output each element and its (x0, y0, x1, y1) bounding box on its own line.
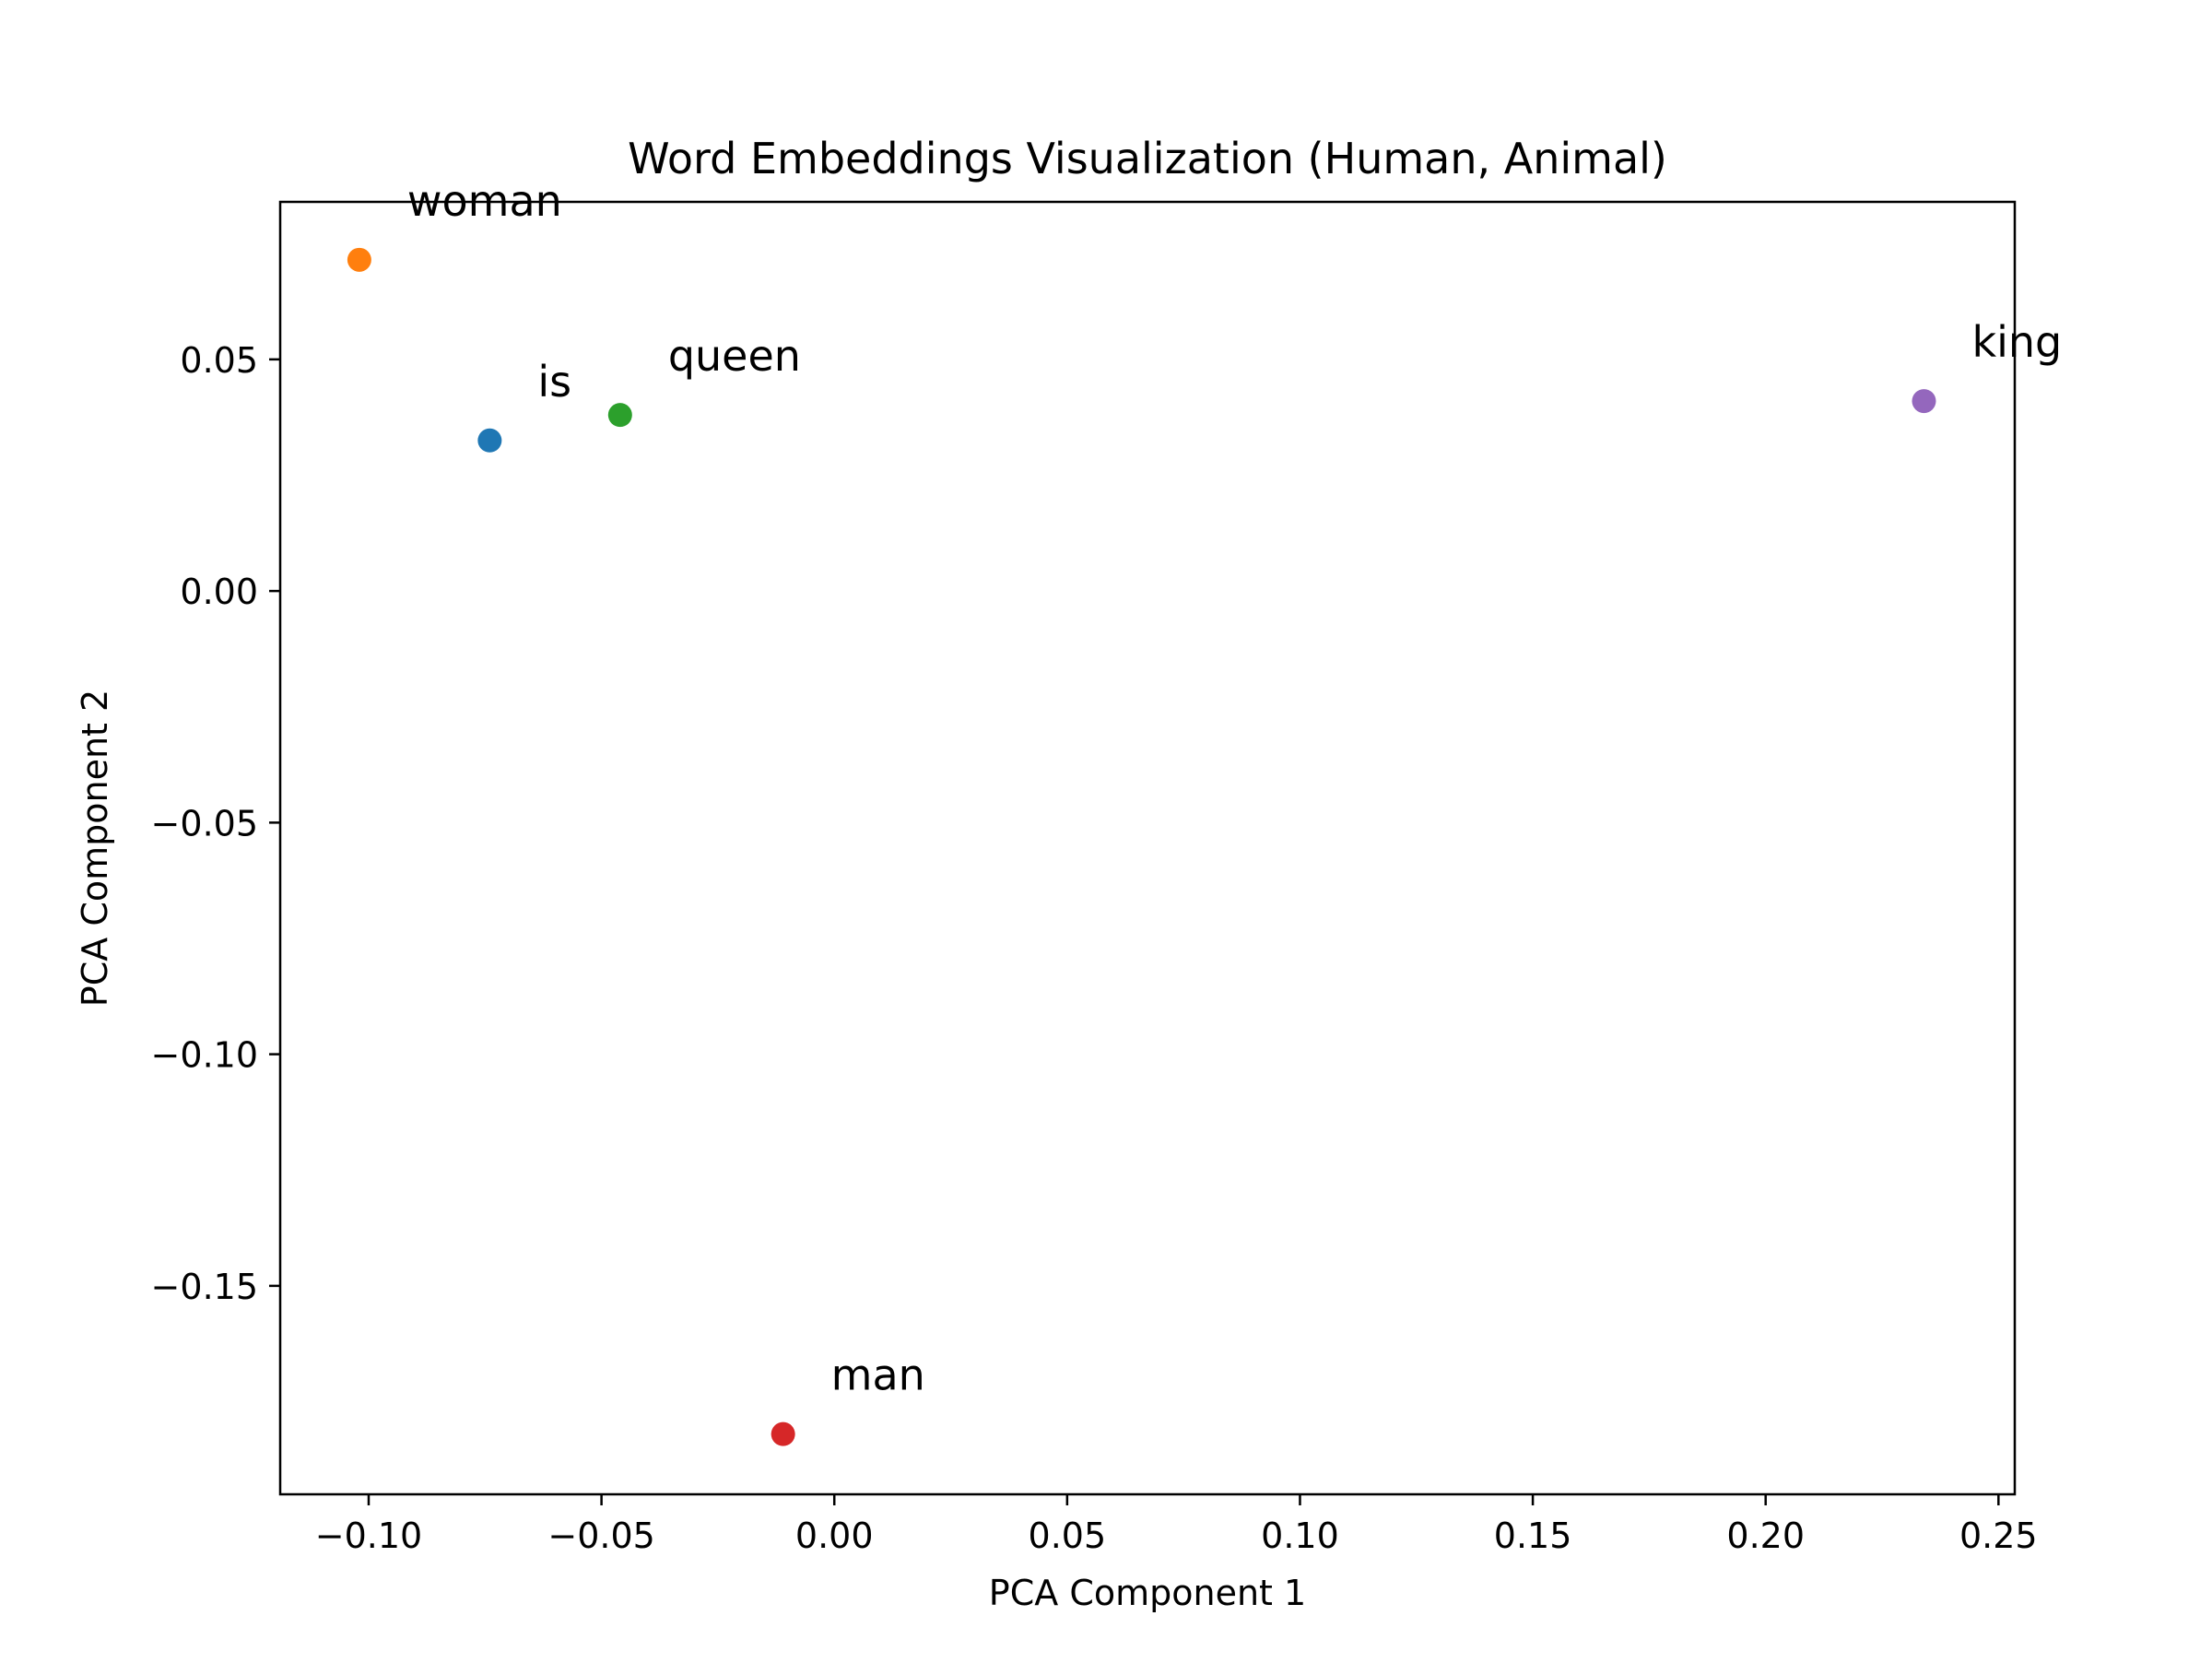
x-axis-label: PCA Component 1 (989, 1573, 1306, 1613)
x-axis-ticks: −0.10 −0.05 0.00 0.05 0.10 0.15 0.20 0.25 (315, 1494, 2038, 1556)
point-label-man: man (831, 1350, 925, 1400)
chart-title: Word Embeddings Visualization (Human, An… (628, 134, 1667, 183)
data-point-woman (347, 247, 371, 272)
data-point-king (1912, 389, 1936, 414)
x-tick-label: 0.10 (1261, 1516, 1339, 1556)
y-axis-ticks: −0.15 −0.10 −0.05 0.00 0.05 (151, 340, 280, 1307)
x-tick-label: 0.20 (1726, 1516, 1805, 1556)
point-label-is: is (537, 357, 571, 407)
plot-area-frame (278, 200, 2017, 1496)
y-tick-label: −0.10 (151, 1035, 258, 1076)
y-tick-label: 0.00 (180, 572, 258, 612)
y-axis-label: PCA Component 2 (75, 690, 115, 1007)
x-tick-label: −0.05 (547, 1516, 654, 1556)
y-tick-label: −0.15 (151, 1267, 258, 1307)
data-point-is (477, 428, 502, 453)
data-points (347, 247, 1936, 1446)
point-label-queen: queen (668, 331, 801, 381)
data-point-man (771, 1421, 795, 1446)
x-tick-label: −0.10 (315, 1516, 422, 1556)
x-tick-label: 0.25 (1959, 1516, 2038, 1556)
point-label-king: king (1971, 317, 2062, 367)
x-tick-label: 0.00 (795, 1516, 874, 1556)
data-point-queen (607, 403, 632, 428)
x-tick-label: 0.15 (1494, 1516, 1572, 1556)
y-tick-label: 0.05 (180, 340, 258, 381)
x-tick-label: 0.05 (1029, 1516, 1107, 1556)
y-tick-label: −0.05 (151, 803, 258, 843)
